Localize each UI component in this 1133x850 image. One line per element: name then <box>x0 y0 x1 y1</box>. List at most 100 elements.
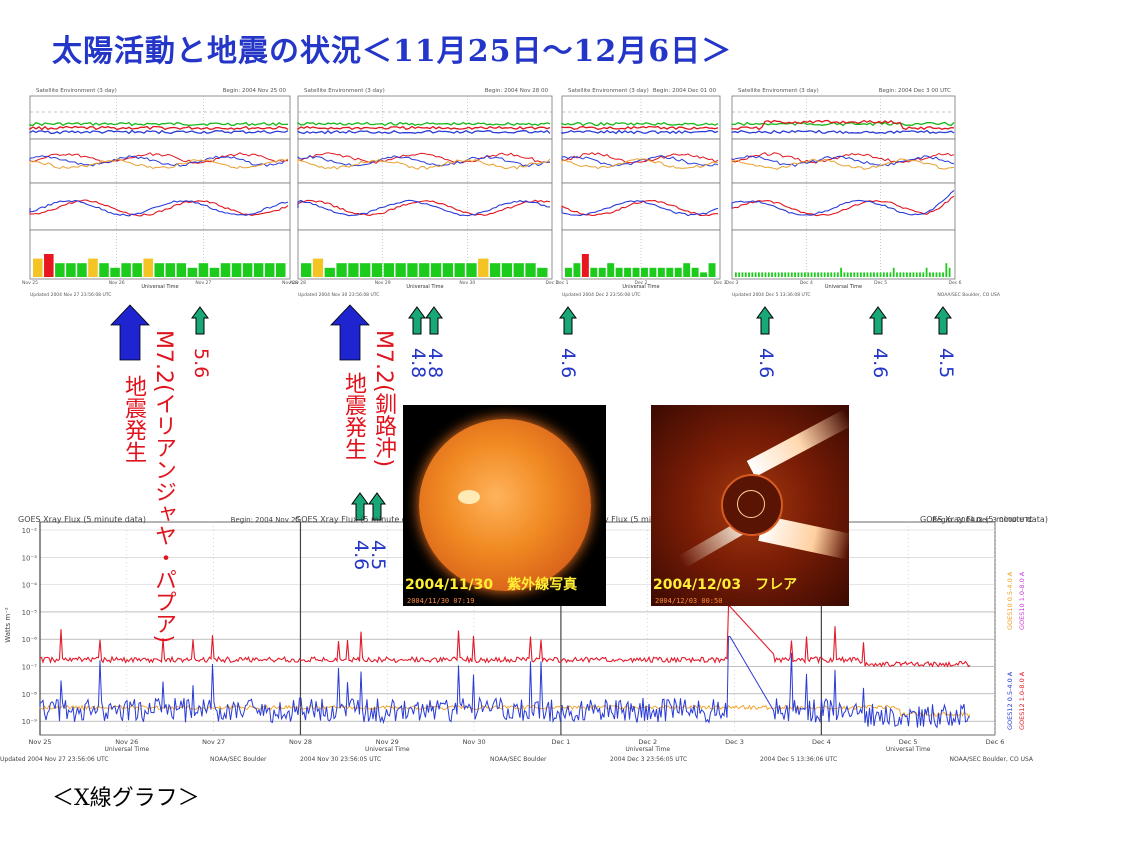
kp-bar <box>836 272 839 277</box>
panel-header: Begin: 2004 Nov 25 00 <box>223 88 287 94</box>
kp-bar <box>683 263 691 277</box>
kp-bar <box>537 267 548 277</box>
event-mag-label: 4.8 <box>424 348 446 379</box>
earthquake-arrow-icon <box>408 306 426 335</box>
proton-flux-series <box>731 129 955 135</box>
kp-bar <box>360 263 371 277</box>
kp-bar <box>489 263 501 277</box>
x-tick-label: Nov 25 <box>28 738 51 746</box>
kp-bar <box>879 272 882 277</box>
kp-bar <box>312 258 324 277</box>
kp-bar <box>641 267 648 277</box>
kp-bar <box>827 272 829 277</box>
magnetometer-series <box>297 199 551 217</box>
kp-bar <box>925 267 928 277</box>
x-tick-label: Dec 3 <box>725 738 744 746</box>
panel-header: Begin: 2004 Dec 3 00 UTC <box>879 88 951 94</box>
kp-bar <box>220 263 231 277</box>
kp-bar <box>774 272 777 277</box>
photo-timestamp: 2004/12/03 00:50 <box>655 597 723 605</box>
kp-bar <box>823 272 826 277</box>
kp-bar <box>928 272 931 277</box>
kp-bar <box>807 272 810 277</box>
proton-flux-series <box>561 125 719 130</box>
flare-photo: 2004/12/03 フレア 2004/12/03 00:50 <box>651 405 849 606</box>
x-tick-label: Nov 27 <box>202 738 225 746</box>
panel-footer: Updated 2004 Nov 30 23:56:08 UTC <box>298 292 379 298</box>
axis-title: Universal Time <box>141 284 178 290</box>
kp-bar <box>764 272 767 277</box>
kp-bar <box>407 263 418 277</box>
kp-bar <box>935 272 938 277</box>
proton-flux-series <box>297 121 551 127</box>
y-tick-label: 10⁻⁶ <box>22 636 38 644</box>
kp-bar <box>466 263 477 277</box>
kp-bar <box>886 272 889 277</box>
kp-bar <box>876 272 879 277</box>
kp-bar <box>666 267 674 277</box>
event-mag-label: 4.6 <box>557 348 579 379</box>
legend-entry: GOES10 1.0-8.0 A <box>1018 571 1026 630</box>
event-mag-label: 5.6 <box>190 348 212 379</box>
panel-footer: Updated 2004 Nov 27 23:56:08 UTC <box>30 292 111 298</box>
kp-bar <box>754 272 757 277</box>
electron-flux-series <box>731 155 955 167</box>
kp-bar <box>419 263 430 277</box>
proton-flux-series <box>731 121 955 127</box>
sun-active-region <box>458 490 480 504</box>
x-tick-label: Dec 4 <box>812 738 831 746</box>
y-axis-label: Watts m⁻² <box>4 607 12 643</box>
satellite-panel <box>29 95 291 280</box>
kp-bar <box>909 272 912 277</box>
kp-bar <box>810 272 813 277</box>
kp-bar <box>336 263 347 277</box>
kp-bar <box>735 272 737 277</box>
quake-2-magnitude: M7.2(釧路沖) <box>371 330 396 468</box>
photo-caption: 2004/11/30 紫外線写真 <box>405 577 578 593</box>
kp-bar <box>892 267 895 277</box>
kp-bar <box>790 272 793 277</box>
photo-timestamp: 2004/11/30 07:19 <box>407 597 475 605</box>
earthquake-arrow-icon <box>756 306 774 335</box>
kp-bar <box>889 272 892 277</box>
kp-bar <box>771 272 773 277</box>
panel-frame <box>297 182 553 231</box>
xray-caption: ＜X線グラフ＞ <box>52 786 200 811</box>
chart-footer: 2004 Dec 5 13:36:06 UTC <box>760 756 837 763</box>
electron-flux-series <box>731 158 955 170</box>
kp-bar <box>607 263 615 277</box>
day-tick-label: Dec 1 <box>555 280 568 286</box>
day-tick-label: Dec 5 <box>874 280 887 286</box>
panel-header: Begin: 2004 Dec 01 00 <box>653 88 717 94</box>
kp-bar <box>198 263 209 277</box>
earthquake-arrow-icon <box>368 492 386 521</box>
kp-bar <box>869 272 872 277</box>
kp-bar <box>154 263 165 277</box>
kp-bar <box>242 263 253 277</box>
proton-flux-series <box>561 129 719 135</box>
satellite-panel <box>561 95 721 280</box>
chart-title: GOES Xray Flux (5 minute data) <box>920 515 1048 524</box>
magnetometer-series <box>29 199 289 217</box>
kp-bar <box>143 258 153 277</box>
event-mag-label: 4.5 <box>935 348 957 379</box>
earthquake-arrow-icon <box>934 306 952 335</box>
axis-title: Universal Time <box>104 746 149 753</box>
magnetometer-series <box>297 199 551 216</box>
page-title: 太陽活動と地震の状況＜11月25日～12月6日＞ <box>52 34 733 69</box>
kp-bar <box>856 272 859 277</box>
kp-bar <box>948 267 951 277</box>
satellite-panel <box>297 95 553 280</box>
day-tick-label: Dec 3 <box>725 280 738 286</box>
goes12-short-series <box>39 636 971 729</box>
axis-title: Universal Time <box>365 746 410 753</box>
x-tick-label: Nov 29 <box>376 738 399 746</box>
event-mag-label: 4.6 <box>755 348 777 379</box>
day-tick-label: Dec 4 <box>800 280 813 286</box>
day-tick-label: Nov 28 <box>282 280 298 286</box>
y-tick-label: 10⁻⁹ <box>22 718 38 726</box>
kp-bar <box>253 263 264 277</box>
day-tick-label: Nov 30 <box>459 280 475 286</box>
chart-title: GOES Xray Flux (5 minute data) <box>18 515 146 524</box>
proton-flux-series <box>297 125 551 131</box>
